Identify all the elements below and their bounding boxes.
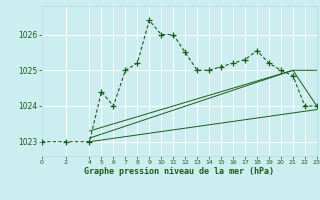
- X-axis label: Graphe pression niveau de la mer (hPa): Graphe pression niveau de la mer (hPa): [84, 167, 274, 176]
